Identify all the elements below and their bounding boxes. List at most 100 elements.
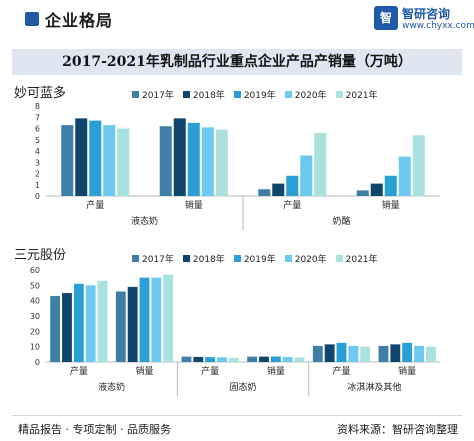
bar [97,280,108,362]
bar [103,125,116,196]
group-label: 奶酪 [332,215,350,227]
bar [270,356,281,362]
chart-1-legend: 2017年 2018年 2019年 2020年 2021年 [132,88,387,101]
legend-item: 2017年 [132,252,174,265]
y-tick-label: 40 [30,297,40,306]
y-tick-label: 0 [35,192,40,201]
y-tick-label: 50 [30,281,40,290]
bar [181,356,192,362]
section-icon [25,12,39,26]
bar [390,344,401,362]
legend-swatch [335,255,343,262]
y-tick-label: 60 [30,266,40,275]
bar [115,291,126,362]
brand-name: 智研咨询 [402,7,451,21]
bar [215,129,228,196]
group-label: 冰淇淋及其他 [347,381,401,393]
y-tick-label: 4 [35,147,40,156]
y-tick-label: 3 [35,158,40,167]
bar [127,286,138,362]
legend-item: 2021年 [335,252,378,265]
group-label: 液态奶 [98,381,125,393]
bar [258,189,271,196]
category-label: 产量 [86,199,104,211]
bar [62,293,72,362]
y-tick-label: 1 [35,181,40,190]
legend-item: 2018年 [182,252,225,265]
bar [228,357,239,362]
category-label: 产量 [70,365,88,377]
bar [384,175,397,196]
legend-label: 2020年 [294,91,327,101]
legend-label: 2018年 [192,255,225,265]
y-tick-label: 20 [30,327,40,336]
bar [151,277,162,362]
bar [201,127,214,196]
main-title-bar: 2017-2021年乳制品行业重点企业产品产销量（万吨） [12,49,462,75]
legend-item: 2017年 [132,88,174,101]
y-tick-label: 2 [35,170,40,179]
bar [286,175,299,196]
bar [50,296,61,362]
bar [187,122,200,196]
bar [294,357,305,362]
bar [75,118,88,196]
bar [163,274,174,362]
legend-label: 2017年 [142,255,174,265]
bar [370,183,383,196]
category-label: 销量 [267,365,285,377]
main-title: 2017-2021年乳制品行业重点企业产品产销量（万吨） [62,54,412,70]
category-label: 产量 [332,365,350,377]
legend-item: 2020年 [284,252,327,265]
bar [324,344,335,362]
legend-swatch [132,91,139,98]
category-label: 销量 [382,199,400,211]
legend-item: 2019年 [233,252,276,265]
legend-label: 2019年 [243,255,276,265]
legend-item: 2018年 [182,88,225,101]
bar [73,283,84,362]
legend-swatch [182,91,190,98]
category-label: 产量 [283,199,301,211]
bar [402,342,413,362]
legend-swatch [132,255,139,262]
page-footer: 精品报告 · 专项定制 · 品质服务 资料来源：智研咨询整理 [0,415,474,441]
legend-label: 2017年 [142,91,174,101]
legend-swatch [233,91,241,98]
bar [193,356,204,362]
legend-label: 2021年 [345,255,378,265]
bar [314,133,327,196]
bar [61,125,74,196]
bar [412,135,425,196]
bar [259,356,269,362]
bar [425,346,436,362]
bar [348,345,359,362]
group-label: 固态奶 [229,381,256,393]
legend-swatch [233,255,241,262]
chart-2-title: 三元股份 [14,248,67,263]
footer-divider [12,415,462,416]
legend-item: 2019年 [233,88,276,101]
bar [139,277,150,362]
bar [117,128,130,196]
section-title: 企业格局 [45,11,114,30]
footer-source: 资料来源：智研咨询整理 [337,423,458,436]
legend-label: 2018年 [192,91,225,101]
bar [89,120,102,196]
page-header: 企业格局 智 智研咨询 www.chyxx.com [0,0,474,36]
bar [356,190,369,196]
y-tick-label: 0 [35,358,40,367]
legend-swatch [284,255,292,262]
bar [398,156,411,196]
legend-swatch [335,91,343,98]
y-tick-label: 30 [30,312,40,321]
legend-item: 2020年 [284,88,327,101]
bar [336,342,347,362]
bar [300,155,313,196]
bar [312,345,323,362]
category-label: 销量 [398,365,416,377]
category-label: 销量 [135,365,153,377]
y-tick-label: 10 [30,343,40,352]
